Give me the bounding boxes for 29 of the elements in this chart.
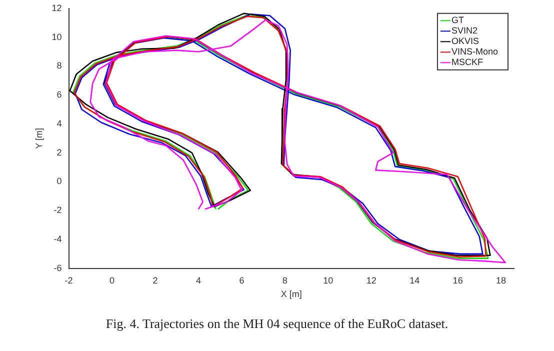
legend-label: VINS-Mono [451, 46, 498, 57]
y-tick-label: -6 [54, 262, 62, 273]
x-tick-label: 4 [196, 275, 201, 286]
x-tick-label: 16 [452, 275, 463, 286]
legend-label: GT [451, 15, 464, 26]
caption: Fig. 4. Trajectories on the MH 04 sequence of the EuRoC dataset. [104, 316, 450, 332]
x-tick-label: 14 [410, 275, 420, 286]
y-tick-label: 10 [52, 32, 62, 42]
x-tick-label: 0 [110, 275, 115, 286]
x-tick-label: 18 [496, 275, 506, 286]
y-tick-label: -4 [54, 234, 62, 244]
x-axis-title: X [m] [280, 289, 302, 300]
legend-label: SVIN2 [451, 26, 478, 36]
x-tick-label: 2 [152, 275, 158, 286]
legend-label: MSCKF [451, 57, 484, 68]
y-tick-label: -2 [54, 205, 62, 216]
x-tick-label: 8 [282, 275, 288, 286]
x-tick-label: 10 [323, 275, 334, 286]
x-tick-label: 12 [366, 275, 376, 286]
y-tick-label: 0 [56, 176, 62, 186]
y-tick-label: 8 [56, 60, 62, 71]
y-tick-label: 6 [56, 90, 62, 100]
x-tick-label: 6 [239, 275, 244, 286]
x-tick-label: -2 [64, 275, 73, 286]
y-tick-label: 2 [56, 147, 62, 158]
legend-label: OKVIS [451, 36, 479, 46]
y-tick-label: 12 [52, 2, 62, 13]
y-axis-title: Y [m] [34, 128, 44, 149]
y-tick-label: 4 [56, 118, 62, 128]
